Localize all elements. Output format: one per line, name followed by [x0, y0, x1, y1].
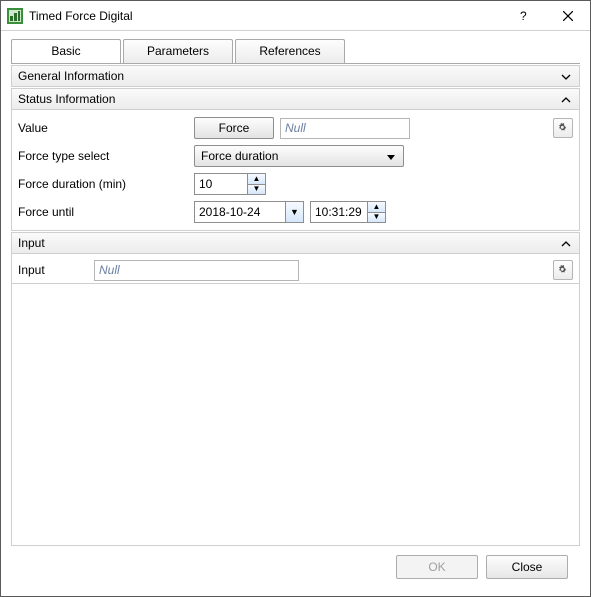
force-type-value: Force duration: [201, 149, 383, 163]
chevron-up-icon: [559, 236, 573, 250]
row-input: Input Null: [18, 258, 573, 282]
tab-parameters[interactable]: Parameters: [123, 39, 233, 63]
gear-icon: [556, 263, 570, 277]
until-time-input[interactable]: 10:31:29: [310, 201, 368, 223]
force-type-label: Force type select: [18, 149, 188, 163]
input-settings-button[interactable]: [553, 260, 573, 280]
chevron-up-icon: [559, 92, 573, 106]
chevron-down-icon: [559, 69, 573, 83]
section-input-title: Input: [18, 236, 559, 250]
force-type-select[interactable]: Force duration: [194, 145, 404, 167]
force-button[interactable]: Force: [194, 117, 274, 139]
section-input-header[interactable]: Input: [11, 232, 580, 254]
section-status-title: Status Information: [18, 92, 559, 106]
section-general-header[interactable]: General Information: [11, 65, 580, 87]
close-window-button[interactable]: [546, 1, 590, 31]
section-general-title: General Information: [18, 69, 559, 83]
section-status-body: Value Force Null Force type select Force…: [11, 110, 580, 231]
input-field-label: Input: [18, 263, 88, 277]
duration-label: Force duration (min): [18, 177, 188, 191]
titlebar: Timed Force Digital ?: [1, 1, 590, 31]
svg-text:?: ?: [520, 9, 527, 23]
value-settings-button[interactable]: [553, 118, 573, 138]
dialog-window: Timed Force Digital ? Basic Parameters R…: [0, 0, 591, 597]
help-button[interactable]: ?: [502, 1, 546, 31]
section-input-body: Input Null: [11, 254, 580, 284]
input-field[interactable]: Null: [94, 260, 299, 281]
window-title: Timed Force Digital: [29, 9, 502, 23]
until-time-spin-down[interactable]: ▼: [368, 212, 385, 223]
ok-button[interactable]: OK: [396, 555, 478, 579]
row-force-type: Force type select Force duration: [18, 142, 573, 170]
dialog-footer: OK Close: [11, 546, 580, 588]
until-date-input[interactable]: 2018-10-24: [194, 201, 286, 223]
row-value: Value Force Null: [18, 114, 573, 142]
until-date-picker: 2018-10-24 ▼: [194, 201, 304, 223]
gear-icon: [556, 121, 570, 135]
tab-panel: General Information Status Information V…: [11, 63, 580, 546]
close-button[interactable]: Close: [486, 555, 568, 579]
until-time-spinner: 10:31:29 ▲ ▼: [310, 201, 386, 223]
value-textbox[interactable]: Null: [280, 118, 410, 139]
until-date-dropdown[interactable]: ▼: [286, 201, 304, 223]
until-label: Force until: [18, 205, 188, 219]
tab-basic[interactable]: Basic: [11, 39, 121, 63]
content-area: Basic Parameters References General Info…: [1, 31, 590, 596]
section-status-header[interactable]: Status Information: [11, 88, 580, 110]
row-until: Force until 2018-10-24 ▼ 10:31:29 ▲ ▼: [18, 198, 573, 226]
tab-strip: Basic Parameters References: [11, 39, 580, 63]
duration-spin-up[interactable]: ▲: [248, 174, 265, 184]
until-time-spin-up[interactable]: ▲: [368, 202, 385, 212]
duration-input[interactable]: 10: [194, 173, 248, 195]
empty-area: [11, 284, 580, 546]
tab-references[interactable]: References: [235, 39, 345, 63]
row-duration: Force duration (min) 10 ▲ ▼: [18, 170, 573, 198]
duration-spinner: 10 ▲ ▼: [194, 173, 266, 195]
until-time-spin-buttons: ▲ ▼: [368, 201, 386, 223]
value-label: Value: [18, 121, 188, 135]
dropdown-arrow-icon: [383, 149, 399, 163]
duration-spin-buttons: ▲ ▼: [248, 173, 266, 195]
duration-spin-down[interactable]: ▼: [248, 184, 265, 195]
app-icon: [7, 8, 23, 24]
